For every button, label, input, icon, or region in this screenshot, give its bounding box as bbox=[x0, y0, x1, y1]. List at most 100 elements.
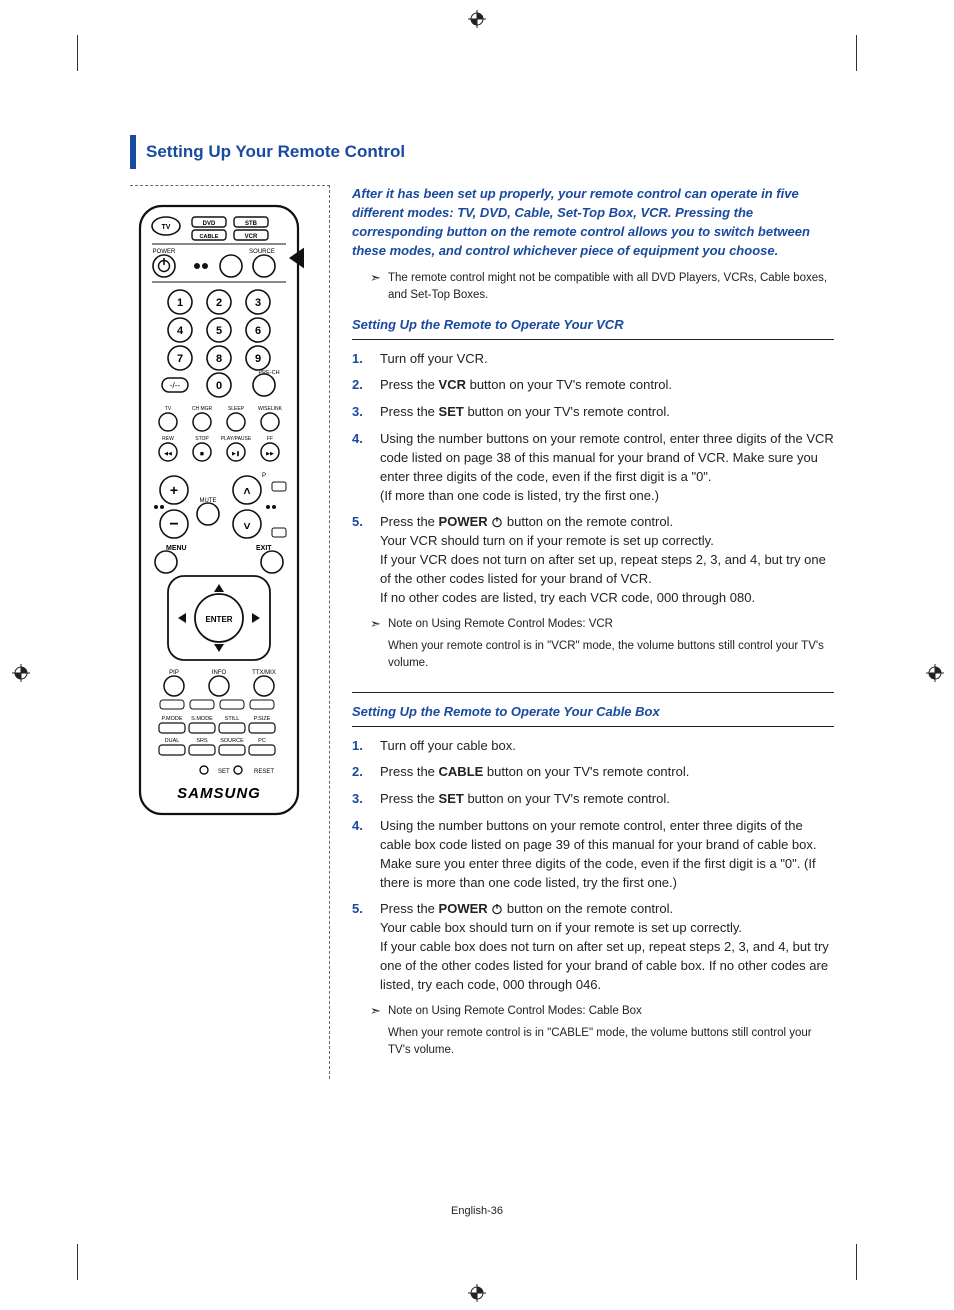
heading-text: Setting Up Your Remote Control bbox=[146, 140, 405, 165]
step-item: 3.Press the SET button on your TV's remo… bbox=[352, 403, 834, 422]
svg-text:9: 9 bbox=[255, 353, 261, 365]
note-arrow-icon: ➣ bbox=[370, 1003, 388, 1020]
section-divider bbox=[352, 692, 834, 693]
crop-mark bbox=[42, 35, 78, 71]
compatibility-note: ➣ The remote control might not be compat… bbox=[370, 270, 834, 303]
registration-mark-icon bbox=[468, 1284, 486, 1302]
svg-text:STB: STB bbox=[245, 221, 258, 227]
svg-text:1: 1 bbox=[177, 297, 183, 309]
svg-text:PLAY/PAUSE: PLAY/PAUSE bbox=[221, 436, 252, 442]
step-item: 4.Using the number buttons on your remot… bbox=[352, 817, 834, 892]
svg-text:POWER: POWER bbox=[153, 249, 176, 255]
svg-text:P.SIZE: P.SIZE bbox=[254, 716, 271, 722]
crop-mark bbox=[42, 1244, 78, 1280]
crop-mark bbox=[856, 35, 892, 71]
step-number: 5. bbox=[352, 513, 380, 607]
svg-text:˄: ˄ bbox=[243, 484, 250, 498]
note-body: When your remote control is in "VCR" mod… bbox=[388, 638, 834, 671]
step-number: 1. bbox=[352, 350, 380, 369]
step-item: 1.Turn off your cable box. bbox=[352, 737, 834, 756]
section-note: ➣Note on Using Remote Control Modes: VCR bbox=[370, 616, 834, 633]
svg-text:▶▶: ▶▶ bbox=[266, 451, 274, 457]
svg-text:INFO: INFO bbox=[212, 670, 227, 676]
step-text: Using the number buttons on your remote … bbox=[380, 817, 834, 892]
step-text: Press the POWER button on the remote con… bbox=[380, 513, 834, 607]
svg-text:SRS: SRS bbox=[196, 738, 208, 744]
svg-text:P: P bbox=[262, 473, 266, 479]
step-number: 2. bbox=[352, 763, 380, 782]
svg-text:PIP: PIP bbox=[169, 670, 179, 676]
svg-text:CABLE: CABLE bbox=[200, 234, 219, 240]
crop-mark bbox=[856, 1244, 892, 1280]
svg-text:TV: TV bbox=[162, 224, 171, 231]
svg-text:-/--: -/-- bbox=[170, 381, 181, 390]
step-item: 4.Using the number buttons on your remot… bbox=[352, 430, 834, 505]
note-arrow-icon: ➣ bbox=[370, 270, 388, 303]
svg-text:SET: SET bbox=[218, 769, 230, 775]
svg-text:TTX/MIX: TTX/MIX bbox=[252, 670, 276, 676]
step-number: 2. bbox=[352, 376, 380, 395]
registration-mark-icon bbox=[926, 664, 944, 682]
svg-text:CH MGR: CH MGR bbox=[192, 406, 213, 412]
svg-text:SOURCE: SOURCE bbox=[220, 738, 244, 744]
content-column: After it has been set up properly, your … bbox=[330, 185, 834, 1079]
svg-text:DVD: DVD bbox=[203, 221, 216, 227]
remote-illustration-panel: TV DVD STB CABLE VCR POWER SOURCE bbox=[130, 185, 330, 1079]
section-title: Setting Up the Remote to Operate Your VC… bbox=[352, 316, 834, 340]
svg-text:−: − bbox=[169, 516, 178, 533]
svg-text:4: 4 bbox=[177, 325, 184, 337]
step-number: 5. bbox=[352, 900, 380, 994]
step-number: 3. bbox=[352, 790, 380, 809]
step-number: 3. bbox=[352, 403, 380, 422]
step-number: 4. bbox=[352, 817, 380, 892]
svg-text:VCR: VCR bbox=[245, 234, 258, 240]
svg-text:PC: PC bbox=[258, 738, 266, 744]
section-note: ➣Note on Using Remote Control Modes: Cab… bbox=[370, 1003, 834, 1020]
step-item: 1.Turn off your VCR. bbox=[352, 350, 834, 369]
page-footer: English-36 bbox=[0, 1204, 954, 1220]
svg-text:3: 3 bbox=[255, 297, 261, 309]
svg-text:5: 5 bbox=[216, 325, 222, 337]
steps-list: 1.Turn off your cable box. 2.Press the CA… bbox=[352, 737, 834, 995]
note-title: Note on Using Remote Control Modes: Cabl… bbox=[388, 1003, 834, 1020]
step-text: Using the number buttons on your remote … bbox=[380, 430, 834, 505]
svg-text:TV: TV bbox=[165, 406, 172, 412]
svg-text:STOP: STOP bbox=[195, 436, 209, 442]
svg-text:DUAL: DUAL bbox=[165, 738, 180, 744]
svg-text:◼: ◼ bbox=[200, 451, 204, 457]
svg-text:P.MODE: P.MODE bbox=[162, 716, 183, 722]
svg-text:WISELINK: WISELINK bbox=[258, 406, 283, 412]
svg-text:REW: REW bbox=[162, 436, 174, 442]
step-text: Press the SET button on your TV's remote… bbox=[380, 403, 834, 422]
note-arrow-icon: ➣ bbox=[370, 616, 388, 633]
registration-mark-icon bbox=[12, 664, 30, 682]
registration-mark-icon bbox=[468, 10, 486, 28]
step-item: 5.Press the POWER button on the remote c… bbox=[352, 513, 834, 607]
svg-text:2: 2 bbox=[216, 297, 222, 309]
step-text: Press the POWER button on the remote con… bbox=[380, 900, 834, 994]
note-body: When your remote control is in "CABLE" m… bbox=[388, 1025, 834, 1058]
step-number: 4. bbox=[352, 430, 380, 505]
step-number: 1. bbox=[352, 737, 380, 756]
page-heading: Setting Up Your Remote Control bbox=[130, 135, 834, 169]
remote-control-diagram: TV DVD STB CABLE VCR POWER SOURCE bbox=[134, 202, 304, 822]
step-text: Press the CABLE button on your TV's remo… bbox=[380, 763, 834, 782]
svg-text:STILL: STILL bbox=[225, 716, 240, 722]
svg-text:8: 8 bbox=[216, 353, 222, 365]
svg-text:SLEEP: SLEEP bbox=[228, 406, 245, 412]
instruction-section: Setting Up the Remote to Operate Your Ca… bbox=[352, 703, 834, 1059]
svg-text:SAMSUNG: SAMSUNG bbox=[177, 785, 261, 802]
step-text: Press the VCR button on your TV's remote… bbox=[380, 376, 834, 395]
step-item: 2.Press the VCR button on your TV's remo… bbox=[352, 376, 834, 395]
page: Setting Up Your Remote Control TV DVD ST… bbox=[0, 0, 954, 1310]
step-text: Press the SET button on your TV's remote… bbox=[380, 790, 834, 809]
svg-text:7: 7 bbox=[177, 353, 183, 365]
svg-text:ENTER: ENTER bbox=[205, 615, 232, 624]
intro-paragraph: After it has been set up properly, your … bbox=[352, 185, 834, 260]
svg-text:6: 6 bbox=[255, 325, 261, 337]
svg-text:˅: ˅ bbox=[243, 519, 250, 533]
svg-text:+: + bbox=[170, 482, 178, 498]
svg-text:FF: FF bbox=[267, 436, 273, 442]
svg-text:S.MODE: S.MODE bbox=[191, 716, 213, 722]
step-item: 2.Press the CABLE button on your TV's re… bbox=[352, 763, 834, 782]
